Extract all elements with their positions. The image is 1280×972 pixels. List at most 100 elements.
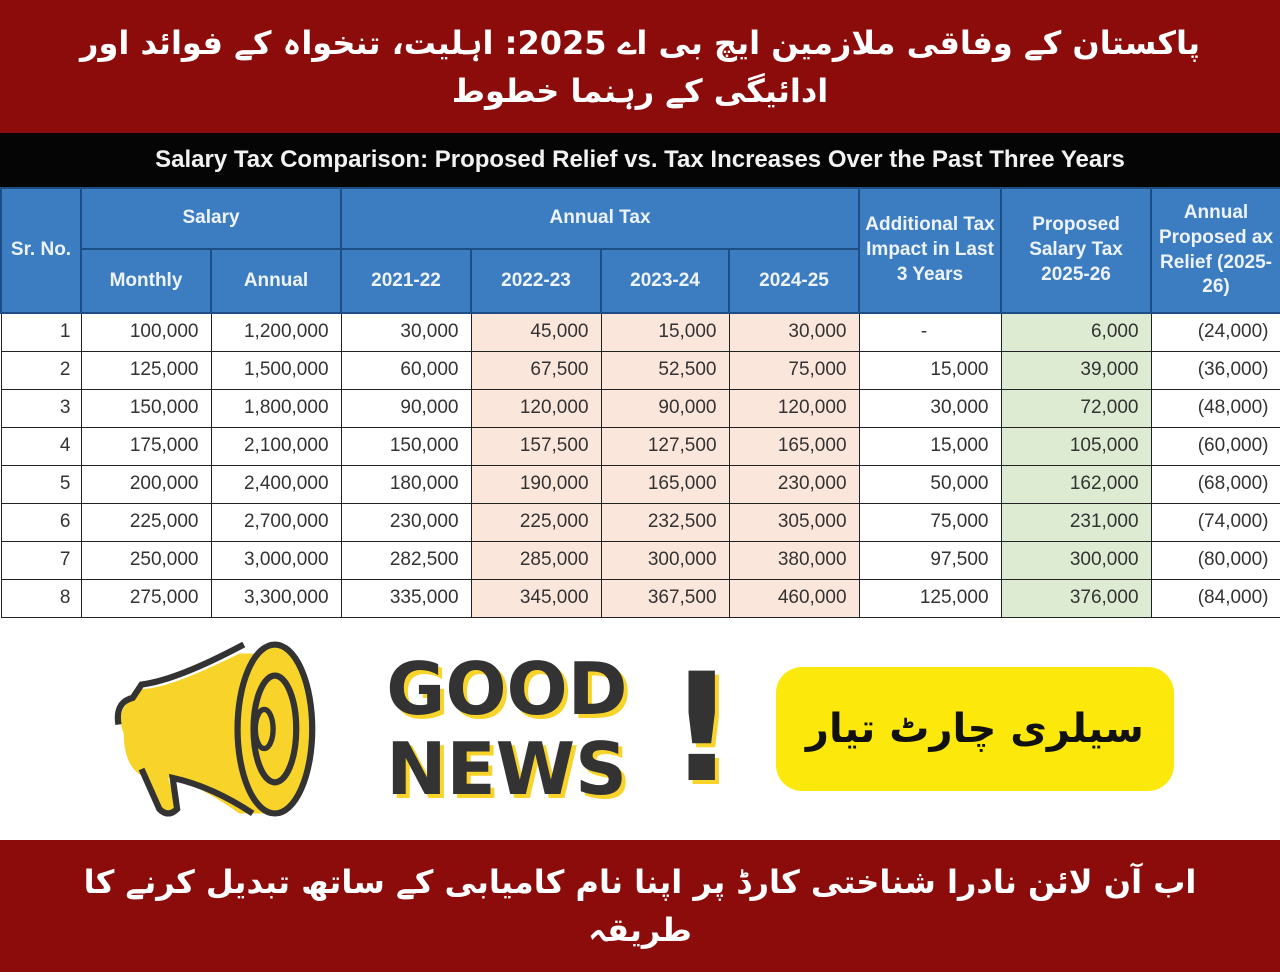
header-annual-tax: Annual Tax <box>340 187 861 250</box>
table-cell: 4 <box>0 426 82 466</box>
good-word: GOOD <box>386 646 628 731</box>
table-cell: 225,000 <box>470 502 602 542</box>
table-cell: 3,000,000 <box>210 540 342 580</box>
table-body: 1 100,000 1,200,000 30,000 45,000 15,000 30,00… <box>0 312 1280 618</box>
table-cell: 275,000 <box>80 578 212 618</box>
table-row: 7 250,000 3,000,000 282,500 285,000 300,000 38… <box>0 540 1280 580</box>
table-cell: 15,000 <box>858 426 1002 466</box>
header-2023-24: 2023-24 <box>600 248 731 314</box>
table-cell: 165,000 <box>728 426 860 466</box>
table-cell: 230,000 <box>728 464 860 504</box>
table-cell: 231,000 <box>1000 502 1152 542</box>
table-cell: 300,000 <box>1000 540 1152 580</box>
table-cell: 30,000 <box>858 388 1002 428</box>
table-cell: (68,000) <box>1150 464 1280 504</box>
good-news-strip: GOOD NEWS ! سیلری چارٹ تیار <box>0 617 1280 840</box>
table-cell: 3 <box>0 388 82 428</box>
table-cell: 52,500 <box>600 350 730 390</box>
table-cell: 150,000 <box>80 388 212 428</box>
table-row: 8 275,000 3,300,000 335,000 345,000 367,500 46… <box>0 578 1280 618</box>
table-cell: 165,000 <box>600 464 730 504</box>
table-cell: 2,400,000 <box>210 464 342 504</box>
table-cell: 120,000 <box>728 388 860 428</box>
exclamation-mark: ! <box>667 641 736 816</box>
table-cell: 75,000 <box>728 350 860 390</box>
top-banner-headline: پاکستان کے وفاقی ملازمین ایچ بی اے 2025:… <box>0 0 1280 133</box>
table-cell: 72,000 <box>1000 388 1152 428</box>
table-cell: 300,000 <box>600 540 730 580</box>
table-row: 6 225,000 2,700,000 230,000 225,000 232,500 30… <box>0 502 1280 542</box>
table-cell: 120,000 <box>470 388 602 428</box>
header-sr-no: Sr. No. <box>0 187 82 314</box>
table-cell: 67,500 <box>470 350 602 390</box>
table-cell: 1,500,000 <box>210 350 342 390</box>
table-row: 2 125,000 1,500,000 60,000 67,500 52,500 75,00… <box>0 350 1280 390</box>
salary-chart-ready-badge: سیلری چارٹ تیار <box>775 666 1174 791</box>
megaphone-icon <box>114 640 316 817</box>
table-cell: 60,000 <box>340 350 472 390</box>
header-proposed-tax: Proposed Salary Tax 2025-26 <box>1000 187 1153 314</box>
table-cell: 1 <box>0 312 82 352</box>
table-cell: 7 <box>0 540 82 580</box>
table-cell: 460,000 <box>728 578 860 618</box>
salary-tax-table: Sr. No. Salary Annual Tax Additional Tax… <box>0 187 1280 618</box>
table-cell: 200,000 <box>80 464 212 504</box>
table-cell: 225,000 <box>80 502 212 542</box>
table-cell: 30,000 <box>728 312 860 352</box>
table-cell: 2,100,000 <box>210 426 342 466</box>
table-cell: 6,000 <box>1000 312 1152 352</box>
table-cell: 3,300,000 <box>210 578 342 618</box>
table-cell: 125,000 <box>80 350 212 390</box>
header-annual-relief: Annual Proposed ax Relief (2025-26) <box>1150 187 1280 314</box>
table-cell: 90,000 <box>340 388 472 428</box>
table-cell: 157,500 <box>470 426 602 466</box>
table-cell: 5 <box>0 464 82 504</box>
table-cell: 30,000 <box>340 312 472 352</box>
header-salary: Salary <box>79 187 343 250</box>
table-cell: (74,000) <box>1150 502 1280 542</box>
bottom-banner-headline: اب آن لائن نادرا شناختی کارڈ پر اپنا نام… <box>0 839 1280 972</box>
table-cell: 232,500 <box>600 502 730 542</box>
table-cell: 367,500 <box>600 578 730 618</box>
table-cell: 15,000 <box>600 312 730 352</box>
header-monthly: Monthly <box>80 248 212 314</box>
table-cell: 6 <box>0 502 82 542</box>
table-cell: 376,000 <box>1000 578 1152 618</box>
table-cell: (48,000) <box>1150 388 1280 428</box>
table-cell: 1,200,000 <box>210 312 342 352</box>
table-cell: (36,000) <box>1150 350 1280 390</box>
table-cell: 50,000 <box>858 464 1002 504</box>
table-cell: 335,000 <box>340 578 472 618</box>
table-cell: 180,000 <box>340 464 472 504</box>
table-cell: 345,000 <box>470 578 602 618</box>
table-cell: 2,700,000 <box>210 502 342 542</box>
header-annual: Annual <box>209 248 343 314</box>
table-cell: 305,000 <box>728 502 860 542</box>
table-cell: 45,000 <box>470 312 602 352</box>
table-cell: 175,000 <box>80 426 212 466</box>
header-2024-25: 2024-25 <box>728 248 861 314</box>
table-cell: 150,000 <box>340 426 472 466</box>
table-cell: 100,000 <box>80 312 212 352</box>
table-cell: (84,000) <box>1150 578 1280 618</box>
table-cell: - <box>858 312 1002 352</box>
table-title: Salary Tax Comparison: Proposed Relief v… <box>0 133 1280 187</box>
table-row: 4 175,000 2,100,000 150,000 157,500 127,500 16… <box>0 426 1280 466</box>
table-cell: 8 <box>0 578 82 618</box>
table-cell: 1,800,000 <box>210 388 342 428</box>
table-cell: 285,000 <box>470 540 602 580</box>
table-row: 1 100,000 1,200,000 30,000 45,000 15,000 30,00… <box>0 312 1280 352</box>
table-cell: 15,000 <box>858 350 1002 390</box>
table-cell: 97,500 <box>858 540 1002 580</box>
table-cell: 125,000 <box>858 578 1002 618</box>
table-cell: 2 <box>0 350 82 390</box>
table-cell: 230,000 <box>340 502 472 542</box>
table-cell: 90,000 <box>600 388 730 428</box>
table-cell: 282,500 <box>340 540 472 580</box>
table-row: 3 150,000 1,800,000 90,000 120,000 90,000 120,… <box>0 388 1280 428</box>
header-2022-23: 2022-23 <box>470 248 603 314</box>
good-news-text: GOOD NEWS <box>386 649 627 809</box>
table-cell: 105,000 <box>1000 426 1152 466</box>
table-cell: 39,000 <box>1000 350 1152 390</box>
table-cell: 190,000 <box>470 464 602 504</box>
